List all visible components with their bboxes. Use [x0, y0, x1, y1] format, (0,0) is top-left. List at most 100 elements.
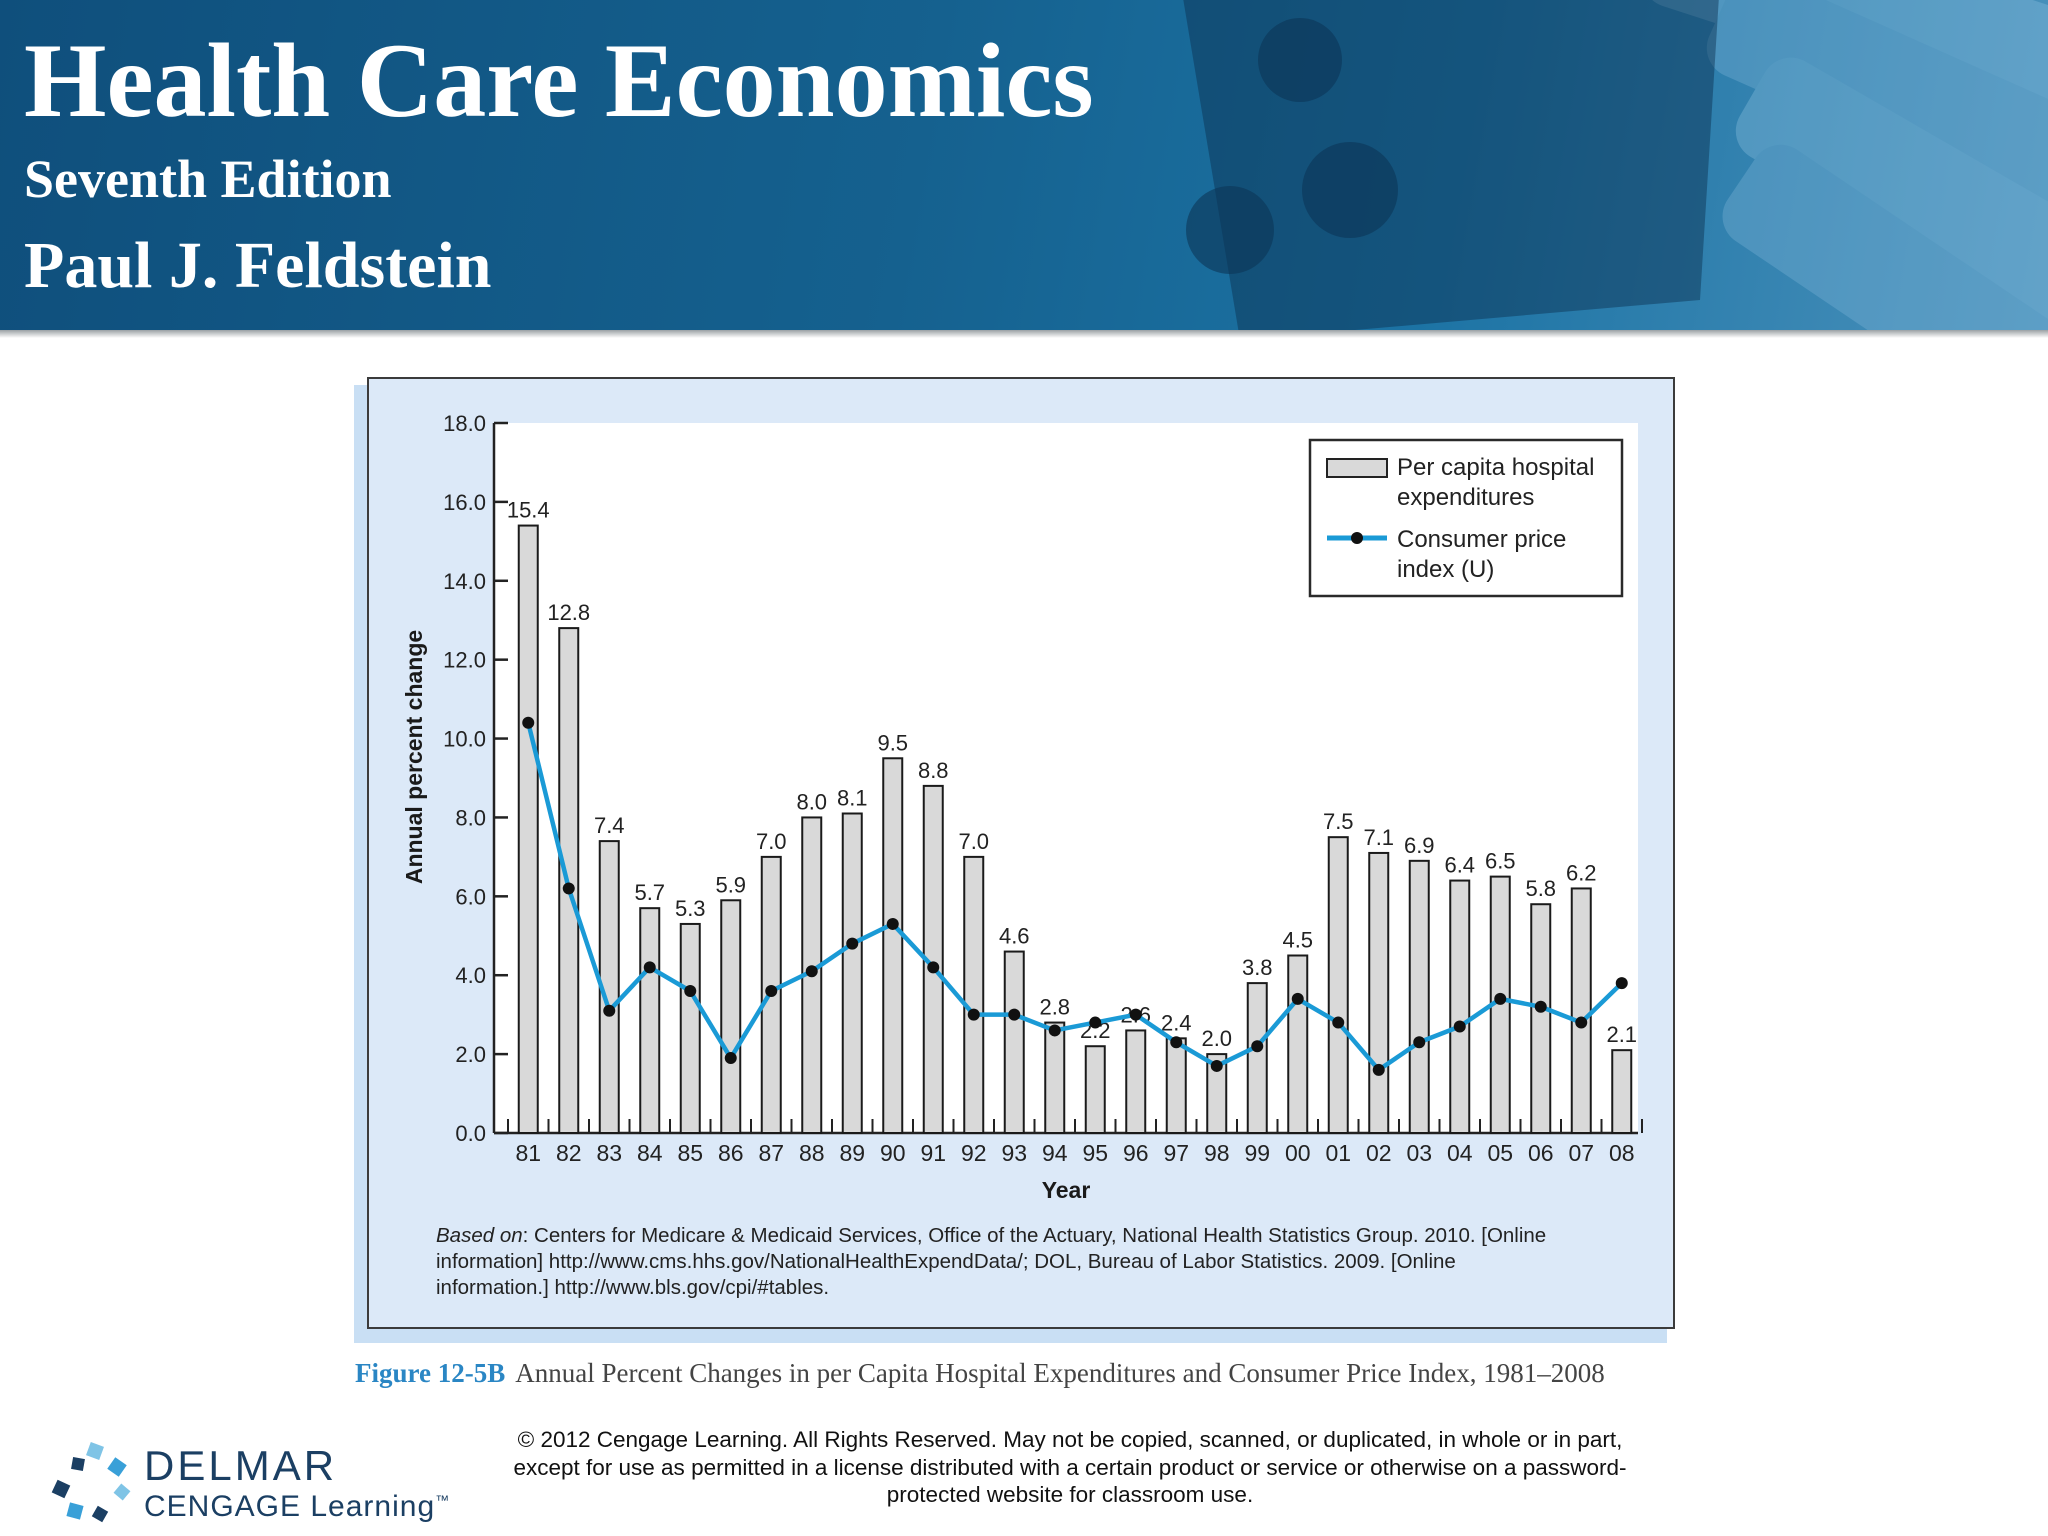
- cpi-line: [526, 722, 1624, 1073]
- bar: [1368, 851, 1390, 1134]
- logo-trademark: ™: [435, 1492, 451, 1508]
- bar: [679, 922, 701, 1135]
- cpi-point: [603, 1004, 616, 1017]
- bar: [1206, 1053, 1228, 1134]
- bar-data-label: 5.8: [1525, 876, 1556, 901]
- cpi-point: [562, 882, 575, 895]
- bar: [1044, 1021, 1066, 1134]
- cpi-point: [805, 965, 818, 978]
- y-tick-label: 14.0: [443, 569, 486, 594]
- bar-data-label: 8.8: [918, 758, 949, 783]
- source-line-2: information] http://www.cms.hhs.gov/Nati…: [436, 1250, 1456, 1273]
- cpi-point: [1251, 1040, 1264, 1053]
- legend-bar-label-line2: expenditures: [1397, 484, 1534, 511]
- bar: [841, 812, 863, 1134]
- cpi-point: [927, 961, 940, 974]
- bar: [1165, 1037, 1187, 1135]
- x-tick-label: 02: [1366, 1140, 1392, 1166]
- logo-delmar-text: DELMAR: [144, 1442, 338, 1489]
- cpi-point: [1372, 1063, 1385, 1076]
- bar: [1084, 1045, 1106, 1134]
- x-tick-label: 84: [637, 1140, 663, 1166]
- bar-data-label: 7.0: [958, 829, 989, 854]
- x-tick-label: 92: [961, 1140, 987, 1166]
- x-tick-label: 99: [1244, 1140, 1270, 1166]
- bar-data-label: 7.0: [756, 829, 787, 854]
- bar-data-label: 2.1: [1606, 1022, 1637, 1047]
- cpi-line-series: [522, 716, 1628, 1076]
- cpi-point: [1170, 1036, 1183, 1049]
- x-tick-label: 97: [1163, 1140, 1189, 1166]
- bar-data-label: 2.8: [1039, 995, 1070, 1020]
- figure-caption: Figure 12-5B Annual Percent Changes in pe…: [355, 1358, 1605, 1389]
- bar-data-label: 5.3: [675, 896, 706, 921]
- x-axis-label: Year: [1042, 1177, 1091, 1203]
- copyright-notice: © 2012 Cengage Learning. All Rights Rese…: [490, 1426, 1650, 1509]
- cpi-point: [522, 716, 535, 729]
- x-tick-label: 85: [677, 1140, 703, 1166]
- x-tick-label: 82: [556, 1140, 582, 1166]
- x-tick-label: 83: [596, 1140, 622, 1166]
- cpi-point: [1129, 1008, 1142, 1021]
- legend-bar-swatch: [1326, 458, 1388, 478]
- y-axis: 0.0 2.0 4.0 6.0 8.0 10.0 12.0 14.0 16.0 18.0: [443, 411, 508, 1146]
- cpi-point: [1413, 1036, 1426, 1049]
- cpi-point: [643, 961, 656, 974]
- book-edition: Seventh Edition: [24, 149, 392, 209]
- bar-data-labels: 15.4 12.8 7.4 5.7 5.3 5.9 7.0 8.0 8.1 9.5 8.8 7.0 4.…: [507, 498, 1637, 1052]
- bar-data-label: 7.1: [1363, 825, 1394, 850]
- bar: [1125, 1029, 1147, 1135]
- copyright-line-1: © 2012 Cengage Learning. All Rights Rese…: [517, 1427, 1623, 1452]
- cpi-point: [1008, 1008, 1021, 1021]
- x-tick-label: 90: [880, 1140, 906, 1166]
- y-tick-label: 8.0: [455, 805, 486, 830]
- x-tick-label: 08: [1609, 1140, 1635, 1166]
- legend-line-label-line2: index (U): [1397, 556, 1494, 583]
- y-tick-label: 16.0: [443, 490, 486, 515]
- cpi-point: [684, 985, 697, 997]
- x-tick-label: 88: [799, 1140, 825, 1166]
- bar-data-label: 8.1: [837, 786, 868, 811]
- bar-data-label: 6.9: [1404, 833, 1435, 858]
- source-line-3: information.] http://www.bls.gov/cpi/#ta…: [436, 1276, 829, 1299]
- bar-data-label: 6.5: [1485, 849, 1516, 874]
- bar-data-label: 7.4: [594, 813, 625, 838]
- cpi-point: [846, 937, 859, 950]
- calculator-money-background-art: [1183, 0, 2048, 330]
- book-header-banner: Health Care Economics Seventh Edition Pa…: [0, 0, 2048, 330]
- bar-data-label: 15.4: [507, 498, 550, 523]
- bar: [1287, 954, 1309, 1134]
- bar-data-label: 2.0: [1201, 1026, 1232, 1051]
- copyright-line-2: except for use as permitted in a license…: [513, 1454, 1627, 1480]
- x-tick-label: 95: [1082, 1140, 1108, 1166]
- legend-line-label-line1: Consumer price: [1397, 526, 1566, 553]
- x-tick-label: 81: [515, 1140, 541, 1166]
- bar-data-label: 9.5: [877, 730, 908, 755]
- y-tick-label: 6.0: [455, 884, 486, 909]
- x-tick-label: 07: [1568, 1140, 1594, 1166]
- cpi-point: [1615, 977, 1628, 990]
- y-tick-label: 10.0: [443, 727, 486, 752]
- x-tick-label: 06: [1528, 1140, 1554, 1166]
- source-note: Based on: Centers for Medicare & Medicai…: [436, 1224, 1546, 1299]
- bar-data-label: 4.6: [999, 924, 1030, 949]
- source-text-1: : Centers for Medicare & Medicaid Servic…: [523, 1224, 1547, 1247]
- publisher-logo: DELMAR CENGAGE Learning™: [48, 1438, 451, 1528]
- x-axis: 81 82 83 84 85 86 87 88 89 90 91 92 93 94 95 96 97 98 99 00…: [494, 1119, 1643, 1166]
- bar: [1003, 950, 1025, 1134]
- y-tick-label: 2.0: [455, 1042, 486, 1067]
- chart-legend: Per capita hospital expenditures Consume…: [1308, 438, 1624, 598]
- header-shadow: [0, 330, 2048, 338]
- bar: [1611, 1049, 1633, 1134]
- bar-data-label: 2.4: [1161, 1010, 1192, 1035]
- bar: [882, 757, 904, 1134]
- cpi-point: [1453, 1020, 1466, 1033]
- bar: [1530, 903, 1552, 1134]
- x-tick-label: 01: [1325, 1140, 1351, 1166]
- source-line-1: Based on: Centers for Medicare & Medicai…: [436, 1224, 1546, 1247]
- cpi-point: [886, 917, 899, 930]
- y-tick-label: 12.0: [443, 648, 486, 673]
- source-label: Based on: [436, 1224, 523, 1247]
- cpi-point: [1291, 992, 1304, 1005]
